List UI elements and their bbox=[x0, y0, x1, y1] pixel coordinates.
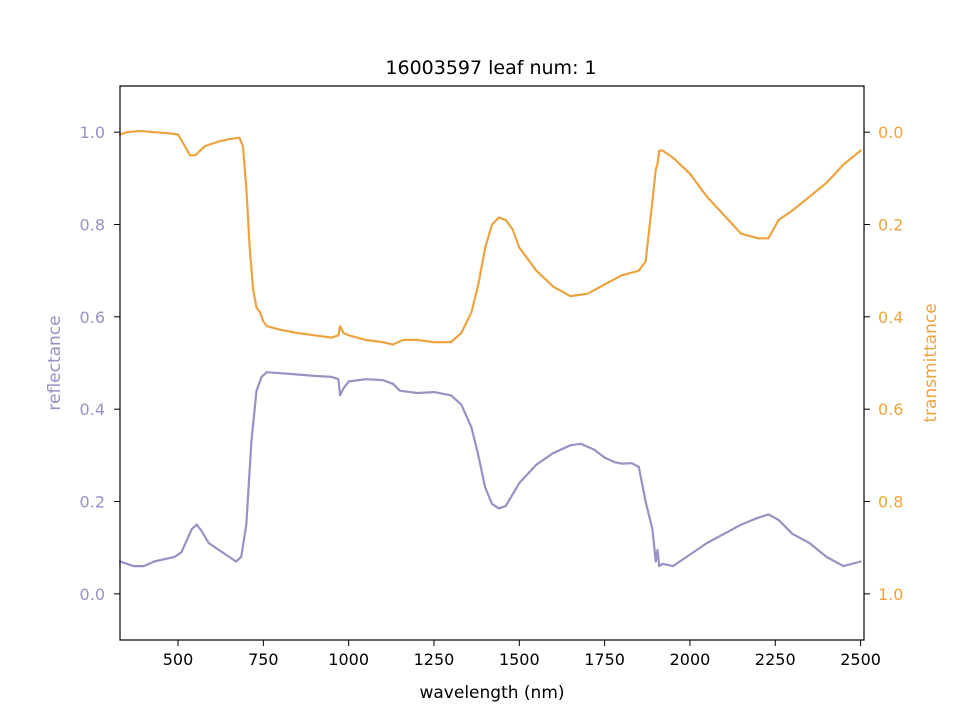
reflectance-line bbox=[118, 371, 862, 568]
transmittance-tick-label: 0.2 bbox=[878, 216, 903, 235]
transmittance-tick-label: 0.6 bbox=[878, 400, 903, 419]
transmittance-tick-label: 1.0 bbox=[878, 585, 903, 604]
transmittance-tick-label: 0.0 bbox=[878, 123, 903, 142]
x-tick-label: 1750 bbox=[584, 650, 625, 669]
reflectance-tick-label: 1.0 bbox=[80, 123, 105, 142]
x-axis-label: wavelength (nm) bbox=[419, 683, 564, 703]
x-tick-label: 1250 bbox=[414, 650, 455, 669]
chart-title: 16003597 leaf num: 1 bbox=[385, 57, 596, 79]
x-tick-label: 2250 bbox=[755, 650, 796, 669]
reflectance-tick-label: 0.2 bbox=[80, 493, 105, 512]
x-tick-label: 750 bbox=[248, 650, 279, 669]
x-tick-label: 1000 bbox=[328, 650, 369, 669]
reflectance-axis-label: reflectance bbox=[45, 315, 65, 410]
transmittance-tick-label: 0.4 bbox=[878, 308, 903, 327]
x-tick-label: 1500 bbox=[499, 650, 540, 669]
transmittance-axis-label: transmittance bbox=[921, 303, 941, 422]
transmittance-line bbox=[118, 130, 862, 346]
x-tick-label: 2500 bbox=[840, 650, 881, 669]
x-axis: 500 750 1000 1250 1500 1750 2000 2250 2500 bbox=[163, 640, 881, 669]
transmittance-tick-label: 0.8 bbox=[878, 493, 903, 512]
x-tick-label: 2000 bbox=[670, 650, 711, 669]
reflectance-tick-label: 0.6 bbox=[80, 308, 105, 327]
reflectance-tick-label: 0.0 bbox=[80, 585, 105, 604]
reflectance-tick-label: 0.8 bbox=[80, 216, 105, 235]
plot-area bbox=[118, 130, 862, 568]
reflectance-tick-label: 0.4 bbox=[80, 400, 105, 419]
plot-frame bbox=[119, 85, 865, 641]
x-tick-label: 500 bbox=[163, 650, 194, 669]
transmittance-axis: 0.0 0.2 0.4 0.6 0.8 1.0 bbox=[864, 123, 903, 604]
reflectance-axis: 0.0 0.2 0.4 0.6 0.8 1.0 bbox=[80, 123, 120, 604]
